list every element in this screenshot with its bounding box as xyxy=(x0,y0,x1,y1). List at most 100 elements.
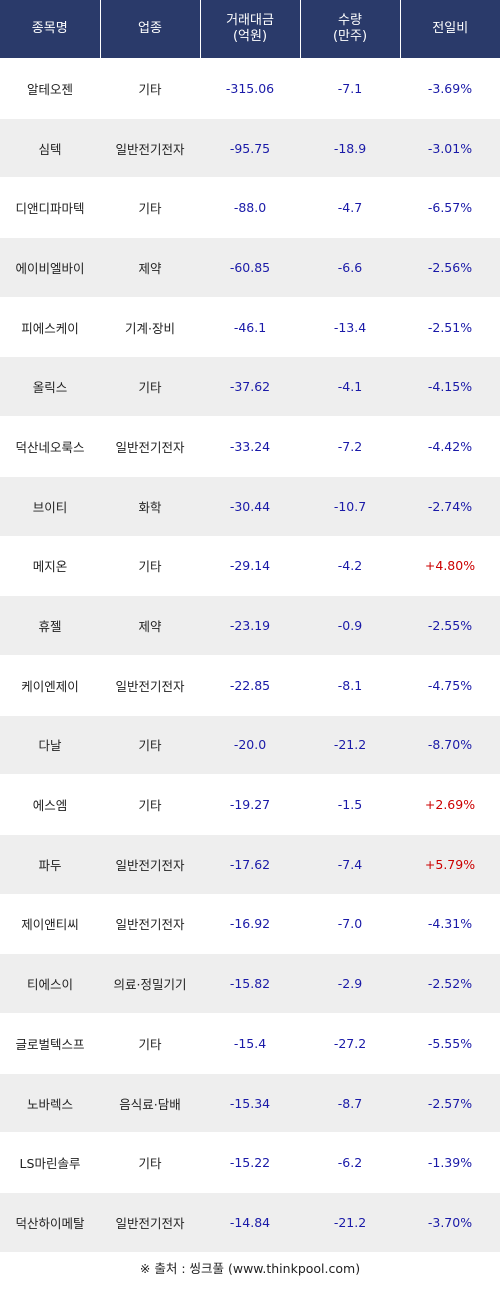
volume-cell: -4.7 xyxy=(300,177,400,239)
volume-cell: -1.5 xyxy=(300,774,400,835)
change-cell: -2.55% xyxy=(400,595,500,656)
table-row: 덕산네오룩스 일반전기전자 -33.24 -7.2 -4.42% xyxy=(0,416,500,477)
change-cell: -1.39% xyxy=(400,1132,500,1194)
table-row: 알테오젠 기타 -315.06 -7.1 -3.69% xyxy=(0,58,500,119)
table-row: 덕산하이메탈 일반전기전자 -14.84 -21.2 -3.70% xyxy=(0,1192,500,1253)
stock-name-cell: 케이엔제이 xyxy=(0,655,100,716)
trade-amount-cell: -15.4 xyxy=(200,1013,300,1074)
trade-amount-cell: -23.19 xyxy=(200,595,300,656)
volume-cell: -6.2 xyxy=(300,1132,400,1194)
stock-name-cell: 브이티 xyxy=(0,476,100,537)
change-cell: -4.42% xyxy=(400,416,500,477)
change-cell: -4.15% xyxy=(400,356,500,418)
header-stock-name: 종목명 xyxy=(0,0,101,59)
stock-name-cell: 올릭스 xyxy=(0,356,100,418)
trade-amount-cell: -19.27 xyxy=(200,774,300,835)
table-row: 티에스이 의료·정밀기기 -15.82 -2.9 -2.52% xyxy=(0,953,500,1014)
sector-cell: 일반전기전자 xyxy=(100,655,200,716)
volume-cell: -8.1 xyxy=(300,655,400,716)
sector-cell: 기타 xyxy=(100,774,200,835)
volume-cell: -4.1 xyxy=(300,356,400,418)
volume-cell: -2.9 xyxy=(300,953,400,1014)
change-cell: -4.31% xyxy=(400,894,500,955)
trade-amount-cell: -88.0 xyxy=(200,177,300,239)
volume-cell: -27.2 xyxy=(300,1013,400,1074)
volume-cell: -18.9 xyxy=(300,118,400,179)
trade-amount-cell: -60.85 xyxy=(200,237,300,298)
volume-cell: -4.2 xyxy=(300,536,400,597)
table-row: 피에스케이 기계·장비 -46.1 -13.4 -2.51% xyxy=(0,297,500,358)
change-cell: -8.70% xyxy=(400,715,500,776)
sector-cell: 기타 xyxy=(100,536,200,597)
trade-amount-cell: -22.85 xyxy=(200,655,300,716)
trade-amount-cell: -315.06 xyxy=(200,58,300,119)
volume-cell: -13.4 xyxy=(300,297,400,358)
net-sell-table: 종목명 업종 거래대금 (억원) 수량 (만주) 전일비 알테오젠 기타 -315.06… xyxy=(0,0,500,1253)
stock-name-cell: 휴젤 xyxy=(0,595,100,656)
trade-amount-cell: -16.92 xyxy=(200,894,300,955)
trade-amount-cell: -30.44 xyxy=(200,476,300,537)
change-cell: -2.74% xyxy=(400,476,500,537)
sector-cell: 일반전기전자 xyxy=(100,834,200,895)
stock-name-cell: LS마린솔루 xyxy=(0,1132,100,1194)
change-cell: -6.57% xyxy=(400,177,500,239)
stock-name-cell: 알테오젠 xyxy=(0,58,100,119)
table-row: 제이앤티씨 일반전기전자 -16.92 -7.0 -4.31% xyxy=(0,894,500,955)
sector-cell: 기타 xyxy=(100,1132,200,1194)
change-cell: -3.70% xyxy=(400,1192,500,1253)
stock-name-cell: 피에스케이 xyxy=(0,297,100,358)
sector-cell: 일반전기전자 xyxy=(100,118,200,179)
volume-cell: -21.2 xyxy=(300,715,400,776)
stock-name-cell: 덕산하이메탈 xyxy=(0,1192,100,1253)
trade-amount-cell: -29.14 xyxy=(200,536,300,597)
table-row: 노바렉스 음식료·담배 -15.34 -8.7 -2.57% xyxy=(0,1073,500,1134)
trade-amount-cell: -15.22 xyxy=(200,1132,300,1194)
sector-cell: 음식료·담배 xyxy=(100,1073,200,1134)
header-trade-amount: 거래대금 (억원) xyxy=(200,0,301,59)
trade-amount-cell: -33.24 xyxy=(200,416,300,477)
table-row: 휴젤 제약 -23.19 -0.9 -2.55% xyxy=(0,595,500,656)
volume-cell: -7.2 xyxy=(300,416,400,477)
sector-cell: 기타 xyxy=(100,58,200,119)
change-cell: -3.69% xyxy=(400,58,500,119)
stock-name-cell: 티에스이 xyxy=(0,953,100,1014)
sector-cell: 의료·정밀기기 xyxy=(100,953,200,1014)
sector-cell: 기타 xyxy=(100,715,200,776)
table-row: LS마린솔루 기타 -15.22 -6.2 -1.39% xyxy=(0,1132,500,1194)
change-cell: -2.52% xyxy=(400,953,500,1014)
volume-cell: -7.1 xyxy=(300,58,400,119)
trade-amount-cell: -15.82 xyxy=(200,953,300,1014)
trade-amount-cell: -20.0 xyxy=(200,715,300,776)
stock-name-cell: 다날 xyxy=(0,715,100,776)
stock-name-cell: 제이앤티씨 xyxy=(0,894,100,955)
change-cell: +4.80% xyxy=(400,536,500,597)
stock-name-cell: 파두 xyxy=(0,834,100,895)
table-row: 에스엠 기타 -19.27 -1.5 +2.69% xyxy=(0,774,500,835)
stock-name-cell: 메지온 xyxy=(0,536,100,597)
stock-name-cell: 에스엠 xyxy=(0,774,100,835)
change-cell: -2.56% xyxy=(400,237,500,298)
change-cell: -5.55% xyxy=(400,1013,500,1074)
sector-cell: 기타 xyxy=(100,177,200,239)
change-cell: -2.51% xyxy=(400,297,500,358)
sector-cell: 일반전기전자 xyxy=(100,1192,200,1253)
volume-cell: -6.6 xyxy=(300,237,400,298)
stock-name-cell: 글로벌텍스프 xyxy=(0,1013,100,1074)
trade-amount-cell: -95.75 xyxy=(200,118,300,179)
trade-amount-cell: -37.62 xyxy=(200,356,300,418)
table-row: 글로벌텍스프 기타 -15.4 -27.2 -5.55% xyxy=(0,1013,500,1074)
sector-cell: 제약 xyxy=(100,595,200,656)
trade-amount-cell: -17.62 xyxy=(200,834,300,895)
sector-cell: 제약 xyxy=(100,237,200,298)
stock-name-cell: 덕산네오룩스 xyxy=(0,416,100,477)
header-volume: 수량 (만주) xyxy=(300,0,401,59)
table-row: 파두 일반전기전자 -17.62 -7.4 +5.79% xyxy=(0,834,500,895)
sector-cell: 기타 xyxy=(100,1013,200,1074)
trade-amount-cell: -14.84 xyxy=(200,1192,300,1253)
volume-cell: -7.4 xyxy=(300,834,400,895)
table-row: 심텍 일반전기전자 -95.75 -18.9 -3.01% xyxy=(0,118,500,179)
source-text: ※ 출처 : 씽크풀 (www.thinkpool.com) xyxy=(139,1261,361,1276)
source-footer: ※ 출처 : 씽크풀 (www.thinkpool.com) xyxy=(0,1254,500,1284)
stock-name-cell: 에이비엘바이 xyxy=(0,237,100,298)
